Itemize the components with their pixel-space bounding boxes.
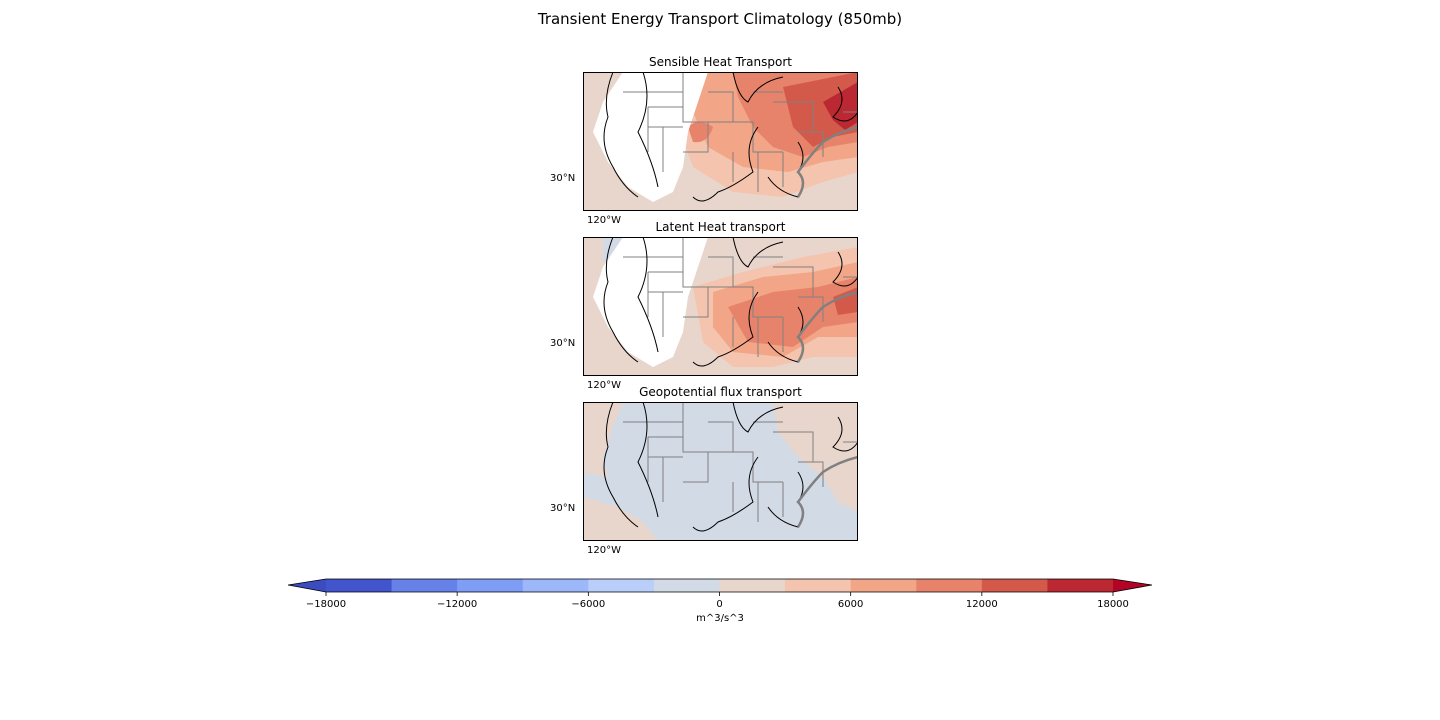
lon-tick-label: 120°W [587,380,621,391]
colorbar-segment [457,579,524,592]
lat-tick-label: 30°N [550,173,576,184]
colorbar-segment [719,579,786,592]
colorbar-segment [916,579,983,592]
panel-title-geopotential: Geopotential flux transport [639,385,802,399]
colorbar-tick-label: 0 [716,599,723,610]
colorbar-label: m^3/s^3 [696,613,744,624]
colorbar-tick-label: 18000 [1097,599,1129,610]
colorbar-segment [981,579,1048,592]
lat-tick-label: 30°N [550,503,576,514]
colorbar-segment [326,579,393,592]
latent-heat-contours [583,237,858,376]
colorbar-segment [391,579,458,592]
colorbar-outline [288,578,1152,593]
map-geopotential-flux [583,402,858,541]
colorbar [288,578,1152,596]
colorbar-tick-label: −18000 [305,599,347,610]
colorbar-segment [653,579,720,592]
panel-title-latent: Latent Heat transport [655,220,786,234]
colorbar-extend-over [1113,579,1152,592]
geopotential-flux-contours [583,402,858,541]
lon-tick-label: 120°W [587,215,621,226]
map-sensible-heat [583,72,858,211]
lon-tick-label: 120°W [587,545,621,556]
colorbar-tick-label: 12000 [965,599,998,610]
figure-title: Transient Energy Transport Climatology (… [537,10,903,28]
map-latent-heat [583,237,858,376]
colorbar-segment [522,579,589,592]
colorbar-segment [588,579,655,592]
colorbar-segment [1047,579,1114,592]
sensible-heat-contours [583,72,858,211]
colorbar-extend-under [288,579,326,592]
colorbar-segment [785,579,852,592]
colorbar-tick-label: −12000 [437,599,478,610]
panel-title-sensible: Sensible Heat Transport [649,55,792,69]
colorbar-segment [850,579,917,592]
lat-tick-label: 30°N [550,338,576,349]
colorbar-tick-label: −6000 [571,599,606,610]
colorbar-tick-label: 6000 [837,599,864,610]
